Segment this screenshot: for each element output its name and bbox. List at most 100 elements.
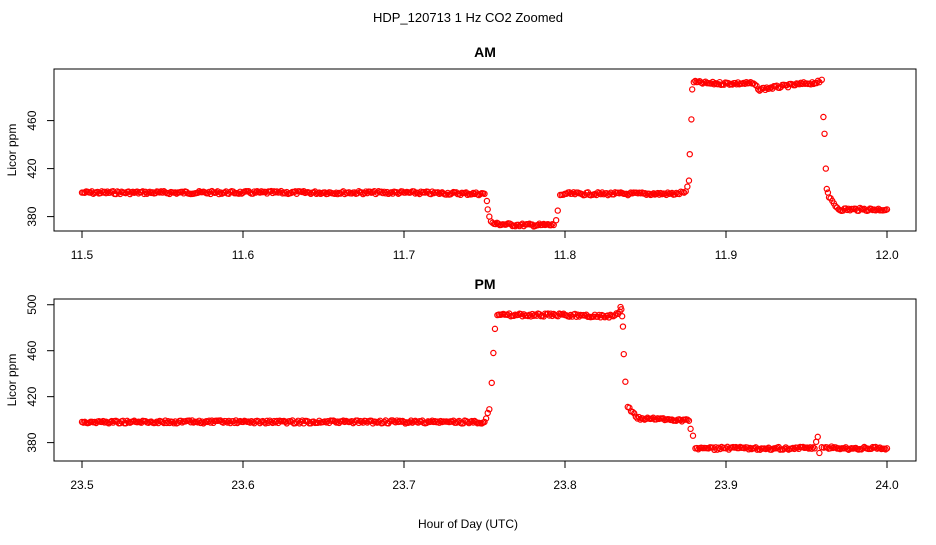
pm-x-tick-label: 23.9: [714, 478, 738, 492]
pm-panel-title: PM: [475, 276, 496, 292]
am-data-point: [102, 189, 110, 197]
am-data-point: [157, 188, 165, 195]
pm-data-point: [794, 444, 801, 451]
pm-data-point: [490, 349, 497, 357]
am-data-point: [534, 221, 542, 229]
pm-marks: [78, 303, 891, 457]
am-data-point: [818, 76, 826, 84]
pm-data-point: [811, 445, 818, 452]
pm-x-tick-label: 24.0: [875, 478, 899, 492]
pm-data-point: [486, 406, 493, 413]
pm-data-point: [567, 311, 574, 319]
pm-data-point: [637, 416, 644, 423]
pm-data-point: [632, 413, 640, 420]
pm-data-point: [334, 418, 341, 425]
pm-data-point: [488, 379, 495, 387]
am-data-point: [552, 216, 560, 224]
am-data-point: [481, 190, 488, 197]
am-data-point: [362, 188, 370, 195]
am-data-point: [822, 165, 830, 172]
am-x-tick-label: 11.7: [393, 248, 416, 262]
am-data-point: [626, 190, 633, 197]
pm-data-point: [631, 410, 638, 417]
am-data-point: [664, 189, 671, 196]
am-data-point: [547, 222, 555, 229]
am-y-tick-label: 380: [25, 206, 39, 226]
am-data-point: [484, 206, 491, 213]
am-data-point: [688, 86, 696, 93]
am-data-point: [217, 189, 224, 196]
pm-data-point: [482, 415, 490, 422]
am-data-point: [809, 79, 816, 86]
am-x-tick-label: 11.6: [232, 248, 255, 262]
pm-data-point: [629, 408, 636, 416]
am-data-point: [684, 183, 691, 190]
pm-data-point: [689, 432, 697, 439]
pm-y-tick-label: 500: [25, 294, 39, 314]
pm-data-point: [626, 404, 633, 411]
pm-ticks: 23.5 23.6 23.7 23.8 23.9 24.0 380 420 460 500: [25, 294, 899, 492]
am-data-point: [751, 81, 759, 88]
pm-x-tick-label: 23.7: [392, 478, 416, 492]
am-data-point: [690, 78, 698, 86]
am-data-point: [568, 190, 576, 197]
pm-data-point: [687, 425, 694, 433]
am-plot-frame: [53, 68, 917, 232]
am-data-point: [641, 190, 649, 197]
am-data-point: [743, 78, 750, 86]
pm-data-point: [406, 419, 413, 426]
pm-data-point: [600, 312, 607, 319]
pm-data-point: [693, 444, 701, 452]
am-data-point: [606, 190, 613, 198]
am-data-point: [514, 221, 522, 229]
am-y-tick-label: 460: [25, 110, 39, 130]
pm-y-tick-label: 460: [25, 340, 39, 360]
pm-data-point: [436, 419, 443, 426]
am-data-point: [710, 81, 718, 88]
am-data-point: [421, 189, 429, 196]
pm-data-point: [481, 418, 488, 426]
am-ticks: 11.5 11.6 11.7 11.8 11.9 12.0 380 420 460: [25, 110, 899, 262]
am-data-point: [434, 189, 442, 196]
pm-data-point: [882, 446, 889, 453]
pm-data-point: [814, 433, 821, 441]
am-data-point: [215, 190, 223, 198]
am-data-point: [382, 190, 389, 197]
am-data-point: [832, 202, 839, 210]
pm-y-axis-label: Licor ppm: [5, 354, 19, 407]
pm-data-point: [472, 418, 480, 426]
am-x-tick-label: 12.0: [875, 248, 899, 262]
am-data-point: [650, 190, 657, 197]
pm-data-point: [166, 419, 173, 427]
pm-data-point: [402, 420, 409, 427]
pm-x-tick-label: 23.6: [231, 478, 255, 492]
pm-y-tick-label: 420: [25, 386, 39, 406]
am-data-point: [883, 206, 891, 213]
pm-data-point: [808, 445, 815, 452]
am-x-tick-label: 11.8: [554, 248, 577, 262]
pm-panel: PM Licor ppm 23.5 23.6 23.7 23.8 23.9 24.0 380…: [5, 276, 917, 492]
pm-data-point: [618, 313, 626, 320]
am-data-point: [306, 189, 313, 196]
am-data-point: [820, 113, 827, 121]
pm-data-point: [828, 443, 835, 450]
pm-data-point: [684, 416, 691, 423]
pm-data-point: [340, 417, 347, 424]
pm-data-point: [484, 409, 491, 417]
am-panel: AM Licor ppm 11.5 11.6 11.7 11.8 11.9 12.0 380…: [5, 44, 917, 262]
am-data-point: [657, 189, 664, 197]
pm-data-point: [423, 419, 430, 427]
am-data-point: [273, 188, 281, 195]
am-data-point: [844, 206, 851, 214]
pm-data-point: [622, 378, 629, 385]
am-data-point: [599, 189, 606, 196]
pm-x-tick-label: 23.8: [553, 478, 577, 492]
pm-data-point: [620, 350, 627, 358]
am-x-tick-label: 11.5: [71, 248, 94, 262]
am-data-point: [483, 197, 491, 205]
pm-data-point: [531, 311, 539, 318]
pm-data-point: [883, 445, 891, 452]
pm-data-point: [619, 323, 627, 330]
